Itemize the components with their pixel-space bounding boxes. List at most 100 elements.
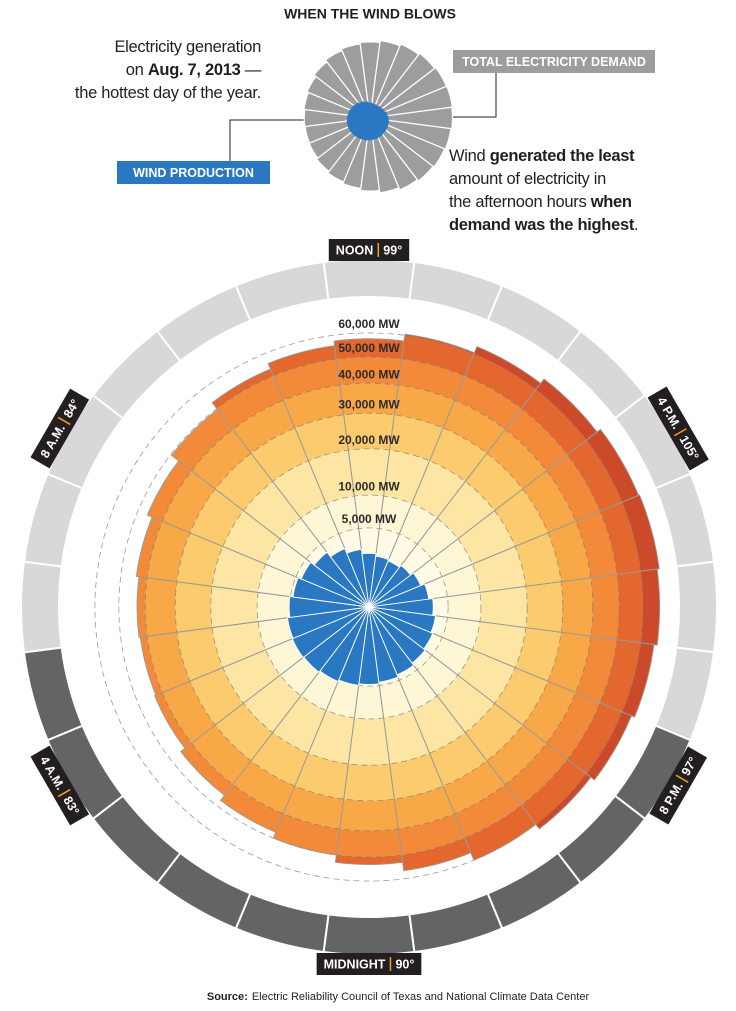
demand-band (600, 639, 641, 712)
demand-band (640, 569, 660, 645)
wind-wedge (288, 596, 370, 618)
demand-band (268, 345, 337, 376)
demand-band (479, 586, 528, 628)
demand-wedge (154, 606, 370, 749)
legend-box (453, 50, 655, 73)
demand-band (548, 521, 591, 582)
demand-band (600, 502, 641, 575)
r-grid-circle (174, 412, 564, 802)
hour-label: MIDNIGHT 90° (316, 953, 422, 975)
demand-band (525, 581, 563, 633)
hour-ring-segment (322, 913, 416, 956)
r-tick-label: 5,000 MW (342, 512, 397, 526)
demand-band (505, 408, 568, 471)
hour-label-box (30, 745, 90, 826)
annotation-text: Wind (449, 147, 490, 165)
demand-band (272, 695, 327, 754)
hour-ring-segment (408, 260, 504, 322)
demand-band (486, 429, 547, 490)
hour-label-text: NOON (336, 243, 374, 257)
mini-wind-wedge (354, 102, 371, 119)
demand-band (232, 400, 295, 454)
demand-band (505, 743, 568, 806)
demand-band (348, 717, 390, 766)
wind-wedge (292, 577, 370, 608)
demand-wedge (368, 606, 537, 861)
demand-band (147, 632, 190, 693)
demand-band (472, 546, 526, 593)
hour-label: NOON 99° (328, 239, 410, 261)
demand-band (417, 655, 458, 696)
demand-band (521, 389, 587, 455)
hour-ring-segment (486, 851, 583, 930)
demand-band (431, 637, 473, 676)
demand-band (265, 538, 307, 577)
demand-band (617, 571, 644, 643)
r-grid-circle (289, 527, 449, 687)
wind-wedge (368, 606, 399, 683)
demand-band (399, 669, 438, 711)
hour-label-box (649, 746, 708, 825)
demand-band (212, 546, 266, 593)
demand-band (379, 496, 412, 534)
demand-band (280, 518, 321, 559)
demand-band (535, 773, 591, 829)
hour-label: 4 A.M.83° (30, 745, 90, 826)
demand-wedge (368, 606, 472, 872)
wind-wedge (286, 606, 370, 640)
demand-band (515, 627, 562, 682)
demand-band (176, 627, 223, 682)
demand-band (486, 724, 547, 785)
source-label: Source: (207, 991, 248, 1003)
intro-text: Electricity generation (114, 38, 261, 56)
hour-ring-segment (22, 472, 84, 568)
r-tick-label: 40,000 MW (338, 367, 400, 381)
annotation-bold: generated the least (489, 147, 635, 165)
demand-band (411, 460, 466, 519)
intro-text: on (125, 61, 148, 79)
hour-ring-segment (675, 560, 718, 654)
demand-band (494, 667, 549, 725)
wind-wedge (329, 547, 370, 608)
demand-band (348, 448, 390, 497)
demand-band (326, 496, 359, 534)
hour-ring-segment (234, 260, 330, 322)
demand-band (339, 383, 399, 415)
demand-band (147, 460, 192, 522)
demand-wedge (368, 606, 655, 718)
hour-label-separator (57, 788, 71, 798)
r-tick-label: 30,000 MW (338, 397, 400, 411)
demand-band (175, 581, 213, 633)
legend-box (117, 161, 270, 184)
demand-band (417, 518, 458, 559)
radial-chart: 5,000 MW 10,000 MW 20,000 MW 30,000 MW 40,00… (20, 239, 718, 975)
demand-band (515, 532, 562, 587)
hour-ring-segment (654, 472, 716, 568)
demand-band (411, 695, 466, 754)
demand-band (336, 828, 402, 858)
demand-wedge (180, 606, 370, 796)
hour-ring-segment (155, 284, 252, 363)
demand-band (546, 454, 601, 522)
intro-date: Aug. 7, 2013 (147, 61, 241, 79)
hour-label-text: MIDNIGHT (324, 957, 386, 971)
demand-band (389, 414, 444, 461)
mini-wind-wedge (346, 117, 371, 128)
demand-band (575, 511, 618, 578)
intro-text: — (240, 61, 262, 79)
demand-band (222, 649, 281, 704)
demand-band (243, 675, 301, 733)
demand-band (473, 346, 541, 390)
demand-band (586, 711, 632, 780)
demand-band (136, 517, 163, 578)
mini-demand-wedge (369, 85, 454, 119)
demand-band (257, 592, 291, 622)
demand-band (191, 429, 252, 490)
demand-band (294, 753, 349, 800)
hour-label-separator (673, 428, 687, 437)
hour-label-separator (57, 416, 71, 426)
demand-band (212, 621, 266, 668)
demand-band (567, 440, 623, 512)
